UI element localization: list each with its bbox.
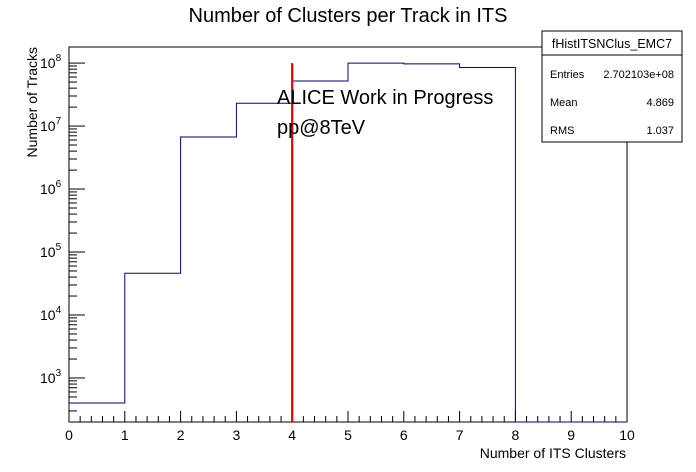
x-tick-label: 1 (121, 427, 129, 443)
y-tick-label: 108 (40, 53, 62, 71)
annotation-energy: pp@8TeV (277, 117, 366, 139)
x-tick-label: 5 (344, 427, 352, 443)
y-tick-label: 106 (40, 179, 62, 197)
y-axis-label: Number of Tracks (24, 47, 40, 157)
x-tick-label: 3 (233, 427, 241, 443)
stats-rms-label: RMS (550, 125, 574, 137)
x-axis: 0 1 2 3 4 5 6 7 8 9 10 (65, 411, 635, 443)
x-tick-label: 0 (65, 427, 73, 443)
x-tick-label: 10 (619, 427, 635, 443)
stats-box: fHistITSNClus_EMC7 Entries 2.702103e+08 … (541, 30, 683, 143)
stats-mean-label: Mean (550, 97, 578, 109)
chart-title: Number of Clusters per Track in ITS (189, 5, 508, 27)
y-tick-label: 107 (40, 116, 62, 134)
y-axis: 103 104 105 106 107 108 (40, 53, 85, 423)
x-tick-label: 7 (456, 427, 464, 443)
stats-entries-value: 2.702103e+08 (603, 69, 674, 81)
x-tick-label: 9 (567, 427, 575, 443)
x-axis-label: Number of ITS Clusters (480, 445, 626, 461)
stats-entries-label: Entries (550, 69, 585, 81)
x-tick-label: 2 (177, 427, 185, 443)
x-tick-label: 6 (400, 427, 408, 443)
annotation-alice: ALICE Work in Progress (277, 87, 493, 109)
y-tick-label: 104 (40, 305, 62, 323)
x-tick-label: 8 (512, 427, 520, 443)
stats-title: fHistITSNClus_EMC7 (552, 37, 672, 51)
y-tick-label: 103 (40, 368, 62, 386)
y-tick-label: 105 (40, 242, 62, 260)
stats-rms-value: 1.037 (646, 125, 674, 137)
x-tick-label: 4 (288, 427, 296, 443)
stats-mean-value: 4.869 (646, 97, 674, 109)
histogram-series (69, 62, 627, 423)
